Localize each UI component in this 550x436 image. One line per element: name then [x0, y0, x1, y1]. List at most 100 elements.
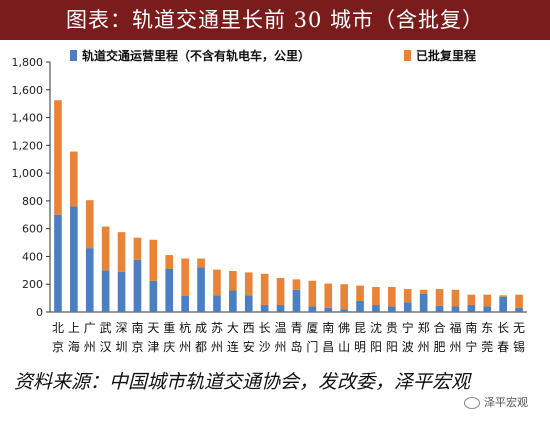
- bar-operating: [292, 289, 301, 312]
- x-tick-label-line1: 大: [227, 321, 239, 335]
- y-tick-label: 1,400: [12, 112, 44, 125]
- y-tick-label: 1,800: [12, 56, 44, 69]
- y-tick-label: 0: [36, 306, 43, 319]
- x-tick-label-line2: 津: [147, 340, 159, 354]
- bar-approved: [165, 255, 174, 269]
- x-tick-label-line1: 重: [163, 321, 175, 335]
- bar-operating: [372, 305, 380, 312]
- x-tick-label-line1: 北: [52, 321, 64, 335]
- x-tick-label-line2: 汉: [100, 340, 112, 354]
- x-tick-label-line2: 州: [418, 340, 430, 354]
- x-tick-label-line2: 山: [338, 340, 350, 354]
- legend-label-operating: 轨道交通运营里程（不含有轨电车，公里）: [82, 48, 310, 63]
- x-tick-label-line2: 阳: [370, 340, 382, 354]
- wechat-icon: [464, 397, 480, 409]
- bar-approved: [181, 258, 189, 297]
- y-tick-label: 600: [22, 223, 43, 236]
- bar-operating: [403, 302, 412, 312]
- x-tick-label-line2: 京: [131, 340, 143, 354]
- x-tick-label-line2: 阳: [386, 340, 398, 354]
- bar-approved: [419, 289, 428, 294]
- bar-operating: [70, 206, 78, 312]
- bar-operating: [515, 307, 523, 312]
- x-tick-label-line1: 温: [275, 321, 287, 335]
- y-tick-label: 1,200: [12, 139, 44, 152]
- x-tick-label-line1: 苏: [211, 321, 223, 335]
- bar-approved: [451, 289, 460, 307]
- x-tick-label-line2: 莞: [481, 340, 493, 354]
- x-tick-label-line1: 厦: [306, 321, 318, 335]
- y-tick-label: 200: [22, 278, 43, 291]
- x-tick-label-line2: 安: [243, 339, 255, 354]
- x-tick-label-line1: 无: [513, 321, 525, 335]
- bar-operating: [181, 296, 189, 312]
- bar-approved: [54, 100, 62, 215]
- x-tick-label-line2: 庆: [163, 340, 175, 354]
- x-tick-label-line1: 青: [290, 321, 302, 335]
- x-tick-label-line1: 长: [259, 321, 271, 335]
- x-tick-label-line2: 州: [275, 340, 287, 354]
- x-tick-label-line1: 长: [497, 321, 509, 335]
- x-tick-label-line2: 肥: [434, 340, 446, 354]
- bar-approved: [292, 279, 301, 290]
- bar-approved: [197, 258, 205, 268]
- bar-approved: [276, 277, 285, 306]
- bar-approved: [499, 295, 507, 297]
- bar-approved: [467, 294, 476, 306]
- x-tick-label-line2: 海: [68, 339, 80, 354]
- bar-operating: [229, 290, 237, 312]
- x-tick-label-line2: 都: [195, 340, 207, 354]
- bar-operating: [117, 271, 126, 312]
- x-tick-label-line1: 贵: [386, 321, 398, 335]
- x-tick-label-line2: 沙: [259, 340, 271, 354]
- bar-operating: [467, 305, 476, 312]
- x-tick-label-line2: 锡: [513, 339, 525, 354]
- bar-operating: [276, 305, 285, 312]
- bar-operating: [133, 259, 142, 312]
- bar-operating: [54, 214, 62, 312]
- bar-approved: [435, 289, 444, 306]
- bar-operating: [197, 267, 205, 312]
- x-tick-label-line2: 京: [52, 340, 64, 354]
- x-tick-label-line1: 佛: [338, 321, 350, 335]
- x-tick-label-line2: 波: [402, 340, 414, 354]
- x-tick-label-line1: 杭: [179, 320, 191, 335]
- bar-operating: [435, 305, 444, 312]
- x-tick-label-line2: 春: [497, 340, 509, 354]
- bar-operating: [165, 268, 174, 312]
- x-tick-label-line1: 福: [449, 320, 461, 335]
- bar-approved: [229, 271, 237, 291]
- x-tick-label-line1: 武: [100, 321, 112, 335]
- x-tick-label-line2: 圳: [116, 340, 128, 354]
- x-tick-label-line2: 岛: [290, 339, 302, 354]
- chart-title: 图表：轨道交通里长前 30 城市（含批复）: [0, 0, 550, 40]
- bar-approved: [70, 151, 78, 207]
- x-tick-label-line2: 州: [84, 340, 96, 354]
- x-tick-label-line1: 南: [322, 320, 334, 335]
- bar-approved: [260, 273, 269, 306]
- bar-approved: [324, 283, 333, 308]
- bar-operating: [340, 309, 348, 312]
- bar-approved: [85, 200, 94, 249]
- x-tick-label-line2: 州: [449, 340, 461, 354]
- bar-operating: [149, 280, 158, 312]
- x-tick-label-line1: 成: [195, 321, 207, 335]
- source-note: 资料来源：中国城市轨道交通协会，发改委，泽平宏观: [14, 371, 471, 393]
- bar-approved: [213, 269, 221, 296]
- y-tick-label: 800: [22, 195, 43, 208]
- x-tick-label-line2: 连: [227, 339, 239, 354]
- bar-operating: [499, 296, 507, 312]
- y-tick-label: 1,000: [12, 167, 44, 180]
- bar-operating: [244, 295, 253, 312]
- x-tick-label-line1: 深: [116, 321, 128, 335]
- legend-swatch-operating: [70, 50, 77, 61]
- bar-operating: [324, 307, 333, 312]
- bar-operating: [356, 300, 364, 312]
- bar-approved: [101, 226, 110, 271]
- x-tick-label-line2: 州: [211, 340, 223, 354]
- x-tick-label-line1: 昆: [354, 321, 366, 335]
- bar-operating: [101, 270, 110, 312]
- bar-approved: [308, 280, 317, 307]
- x-tick-label-line1: 合: [434, 320, 446, 335]
- x-tick-label-line2: 昌: [322, 340, 334, 354]
